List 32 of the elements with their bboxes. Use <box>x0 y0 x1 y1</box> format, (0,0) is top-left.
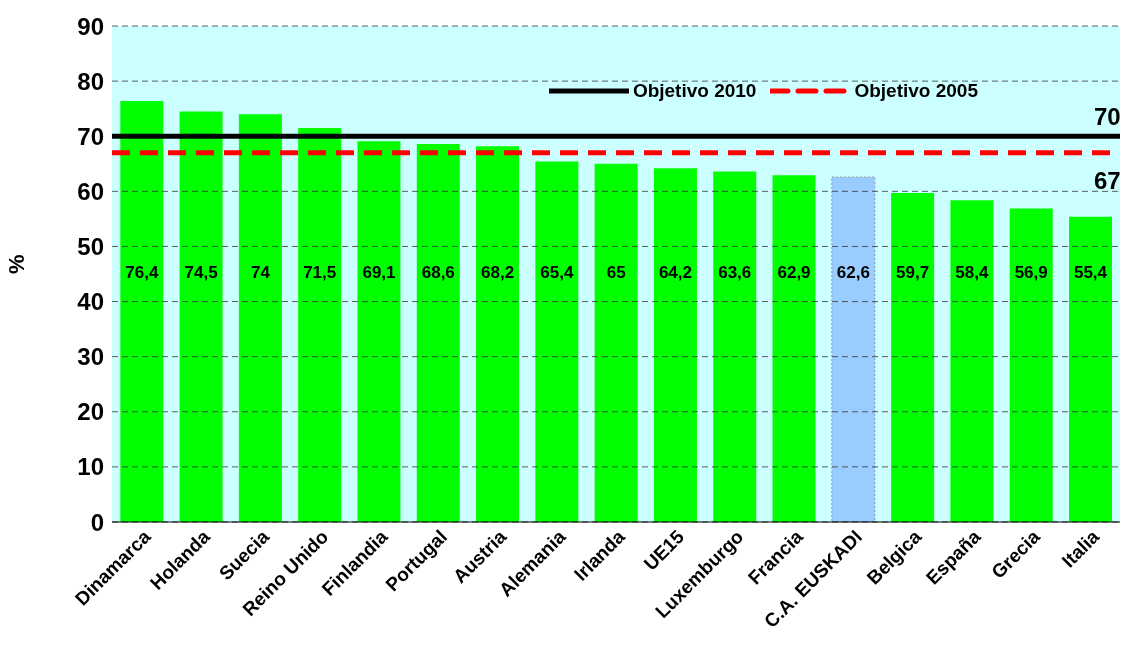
legend-label: Objetivo 2010 <box>632 80 757 102</box>
y-tick-label: 0 <box>90 508 104 536</box>
annotation: 70 <box>1094 102 1121 130</box>
data-label: 68,2 <box>481 263 515 283</box>
data-label: 55,4 <box>1073 263 1108 283</box>
y-tick-label: 10 <box>77 453 104 481</box>
data-label: 63,6 <box>718 263 752 283</box>
y-tick-label: 90 <box>77 12 104 40</box>
data-label: 69,1 <box>362 263 396 283</box>
y-tick-label: 40 <box>77 288 104 316</box>
y-tick-label: 30 <box>77 343 104 371</box>
y-tick-label: 80 <box>77 67 104 95</box>
legend-label: Objetivo 2005 <box>854 80 978 102</box>
y-tick-label: 60 <box>77 177 104 205</box>
data-label: 65 <box>606 263 626 283</box>
data-label: 74 <box>250 263 271 283</box>
data-label: 71,5 <box>303 263 337 283</box>
annotation: 67 <box>1094 167 1121 195</box>
y-tick-label: 70 <box>77 122 104 150</box>
y-axis-title: % <box>3 254 29 274</box>
data-label: 62,6 <box>836 263 870 283</box>
data-label: 64,2 <box>658 263 692 283</box>
data-label: 76,4 <box>125 263 159 283</box>
y-tick-label: 20 <box>77 398 104 426</box>
data-label: 62,9 <box>777 263 811 283</box>
data-label: 65,4 <box>540 263 574 283</box>
y-tick-label: 50 <box>77 232 104 260</box>
data-label: 74,5 <box>184 263 218 283</box>
data-label: 58,4 <box>955 263 989 283</box>
data-label: 68,6 <box>421 263 455 283</box>
data-label: 59,7 <box>896 263 930 283</box>
data-label: 56,9 <box>1014 263 1048 283</box>
